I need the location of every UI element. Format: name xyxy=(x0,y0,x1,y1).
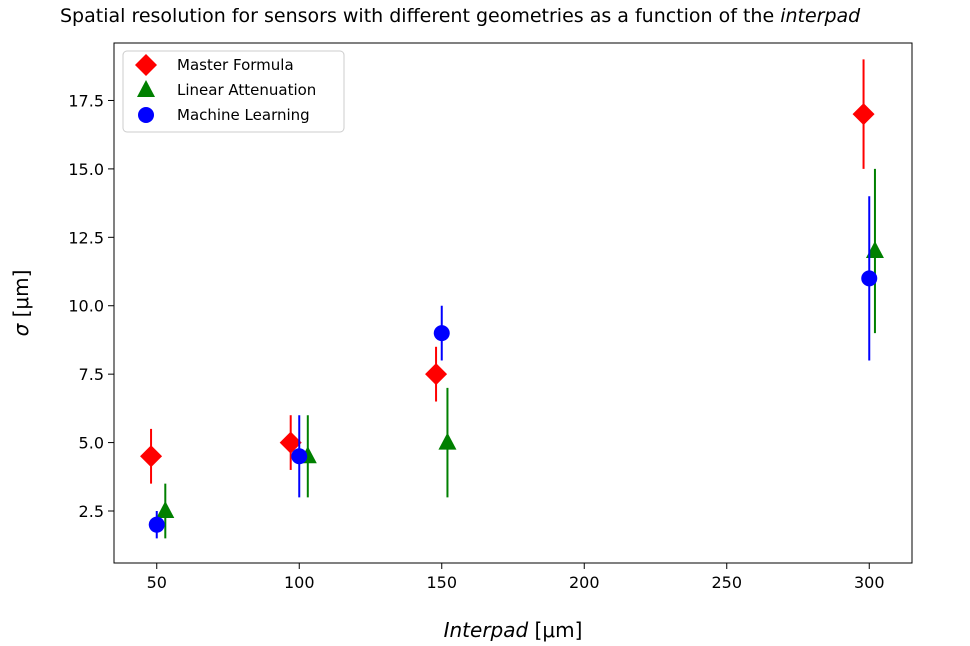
series-1 xyxy=(156,168,884,539)
legend-label-0: Master Formula xyxy=(177,56,294,74)
x-axis-label-emphasis: Interpad xyxy=(444,618,529,642)
y-axis-label-emphasis: σ xyxy=(9,322,33,336)
series-0 xyxy=(140,59,875,484)
legend: Master Formula Linear Attenuation Machine … xyxy=(122,50,345,133)
legend-box xyxy=(122,50,345,133)
x-axis-label-unit: [μm] xyxy=(528,618,582,642)
x-tick-label-50: 50 xyxy=(147,573,167,592)
y-tick-label-5: 5.0 xyxy=(79,434,104,453)
legend-label-2: Machine Learning xyxy=(177,106,310,124)
y-tick-label-2.5: 2.5 xyxy=(79,502,104,521)
series-2 xyxy=(148,196,878,539)
y-tick-label-10: 10.0 xyxy=(68,297,104,316)
y-tick-label-7.5: 7.5 xyxy=(79,365,104,384)
y-axis: 2.5 5.0 7.5 10.0 12.5 15.0 17.5 xyxy=(68,91,114,521)
y-tick-label-12.5: 12.5 xyxy=(68,228,104,247)
legend-label-1: Linear Attenuation xyxy=(177,81,316,99)
data-point-0-0 xyxy=(140,445,163,468)
x-tick-label-150: 150 xyxy=(426,573,457,592)
data-point-0-1 xyxy=(279,431,302,454)
y-axis-label-unit: [μm] xyxy=(9,270,33,324)
x-axis: 50 100 150 200 250 300 xyxy=(147,563,885,592)
x-tick-label-250: 250 xyxy=(711,573,742,592)
chart-title: Spatial resolution for sensors with diff… xyxy=(60,5,861,27)
x-tick-label-300: 300 xyxy=(854,573,885,592)
data-point-1-3 xyxy=(865,241,884,258)
data-point-0-3 xyxy=(852,103,875,126)
y-tick-label-15: 15.0 xyxy=(68,160,104,179)
x-tick-label-200: 200 xyxy=(569,573,600,592)
data-point-2-3 xyxy=(861,270,878,287)
chart-title-emphasis: interpad xyxy=(780,5,861,27)
data-point-2-0 xyxy=(148,516,165,533)
data-point-1-0 xyxy=(156,501,175,518)
x-tick-label-100: 100 xyxy=(284,573,315,592)
data-point-0-2 xyxy=(425,363,448,386)
chart-title-main: Spatial resolution for sensors with diff… xyxy=(60,5,780,27)
x-axis-label: Interpad [μm] xyxy=(444,618,583,642)
data-point-1-2 xyxy=(438,432,457,450)
legend-marker-0 xyxy=(135,54,157,76)
y-tick-label-17.5: 17.5 xyxy=(68,91,104,110)
y-axis-label: σ [μm] xyxy=(9,270,33,337)
plot-frame xyxy=(113,42,913,564)
plot-content xyxy=(140,59,884,539)
data-point-2-1 xyxy=(291,448,308,465)
data-point-2-2 xyxy=(433,325,450,342)
legend-marker-1 xyxy=(137,80,155,97)
legend-marker-2 xyxy=(138,107,154,123)
